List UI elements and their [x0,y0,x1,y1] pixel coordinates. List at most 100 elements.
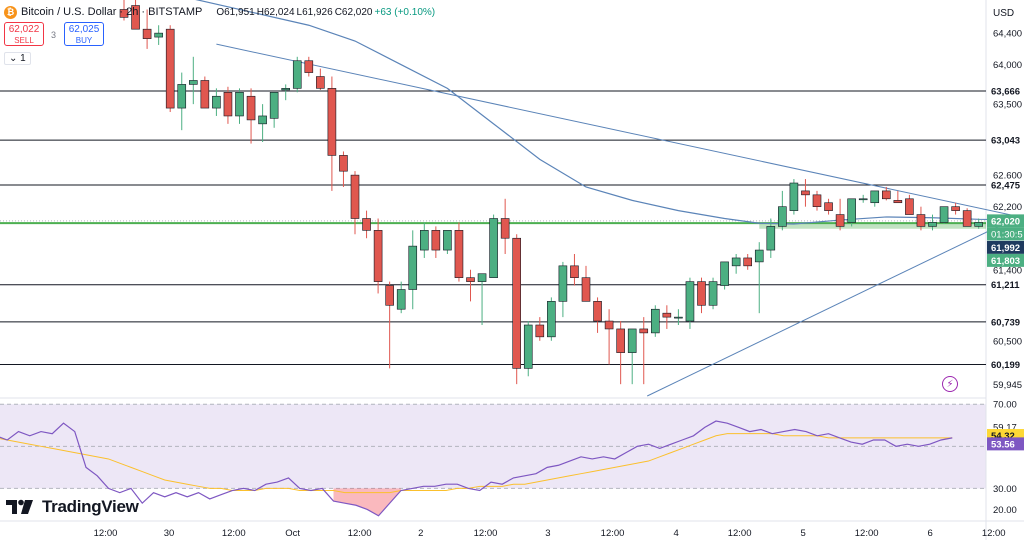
candle-body[interactable] [593,301,602,322]
candle-body[interactable] [373,230,383,282]
candle-body[interactable] [962,210,972,227]
bitcoin-icon: ₿ [4,5,17,19]
candle-body[interactable] [246,95,256,121]
candle-body[interactable] [292,60,302,89]
candle-body[interactable] [604,320,614,330]
candle-body[interactable] [142,28,152,39]
rsi-tick-label: 30.00 [993,484,1017,495]
tradingview-logo[interactable]: TradingView [6,497,139,517]
candle-body[interactable] [801,190,810,196]
candle-body[interactable] [847,198,856,223]
candle-body[interactable] [131,5,140,30]
candle-body[interactable] [350,174,360,219]
candle-body[interactable] [916,214,926,227]
candle-body[interactable] [258,115,267,125]
price-level-label-bg [987,133,1024,147]
candle-body[interactable] [119,9,129,18]
candle-body[interactable] [731,257,741,267]
candle-body[interactable] [269,91,279,119]
candle-body[interactable] [362,218,371,231]
candle-body[interactable] [939,206,949,223]
candle-body[interactable] [685,281,695,322]
candle-body[interactable] [812,194,822,207]
flash-icon[interactable]: ⚡ [942,376,958,392]
candle-body[interactable] [200,80,210,109]
candle-body[interactable] [674,316,683,319]
candle-body[interactable] [743,257,753,267]
candle-body[interactable] [304,60,314,73]
candle-body[interactable] [928,222,937,227]
candle-body[interactable] [858,198,868,201]
candle-body[interactable] [778,206,787,227]
candle-body[interactable] [974,222,984,227]
interval-value: 1 [20,53,26,64]
price-tick-label: 59,945 [993,380,1022,391]
candle-body[interactable] [165,28,175,109]
candle-body[interactable] [223,91,233,117]
candle-body[interactable] [581,277,591,302]
candle-body[interactable] [281,88,291,91]
candle-body[interactable] [535,324,545,338]
candle-body[interactable] [339,155,348,172]
candle-body[interactable] [316,76,325,89]
candle-body[interactable] [154,32,163,38]
candle-body[interactable] [905,198,914,215]
ohlc-close: C62,020 [334,6,373,18]
candle-body[interactable] [870,190,880,204]
candle-body[interactable] [235,91,244,117]
candle-body[interactable] [558,265,568,302]
candle-body[interactable] [489,218,498,278]
candle-body[interactable] [754,249,764,263]
candle-body[interactable] [466,277,475,282]
candle-body[interactable] [720,261,729,286]
candle-body[interactable] [327,88,337,156]
candle-body[interactable] [443,230,452,251]
candle-body[interactable] [477,273,487,282]
trendline[interactable] [646,216,1019,397]
candle-body[interactable] [639,328,649,334]
candle-body[interactable] [662,312,672,318]
candle-body[interactable] [697,281,706,306]
candle-body[interactable] [396,289,406,310]
candle-body[interactable] [650,308,660,334]
candle-body[interactable] [512,237,522,369]
candle-body[interactable] [408,245,418,290]
candle-body[interactable] [419,230,429,251]
candle-body[interactable] [570,265,579,278]
candle-body[interactable] [212,95,221,109]
interval-selector[interactable]: ⌄ 1 [4,52,31,65]
time-tick-label: 12:00 [728,528,752,539]
candle-body[interactable] [385,285,394,306]
current-price-label-bg [987,214,1024,228]
candle-body[interactable] [523,324,533,369]
candle-body[interactable] [881,190,891,200]
candle-body[interactable] [189,80,198,85]
candle-body[interactable] [177,84,187,109]
candle-body[interactable] [766,226,776,251]
price-axis-currency: USD [993,8,1014,19]
candle-body[interactable] [708,281,718,306]
support-label-bg [987,240,1024,254]
candle-body[interactable] [454,230,464,278]
price-level-label: 61,211 [991,280,1020,291]
time-tick-label: 12:00 [474,528,498,539]
candle-body[interactable] [627,328,637,353]
symbol-title[interactable]: Bitcoin / U.S. Dollar · 2h · BITSTAMP [21,6,203,18]
candle-body[interactable] [824,202,833,211]
candle-body[interactable] [547,301,556,338]
price-level-label-bg [987,358,1024,372]
candle-body[interactable] [951,206,960,211]
trendline[interactable] [216,43,1021,218]
time-tick-label: 12:00 [94,528,118,539]
chevron-down-icon: ⌄ [9,53,18,64]
candle-body[interactable] [893,200,903,204]
candle-body[interactable] [616,328,625,353]
sell-button[interactable]: 62,022 SELL [4,22,44,46]
candle-body[interactable] [431,230,441,251]
buy-button[interactable]: 62,025 BUY [64,22,104,46]
price-tick-label: 64,400 [993,29,1022,40]
candle-body[interactable] [835,214,845,227]
candle-body[interactable] [789,182,799,211]
candle-body[interactable] [500,218,510,239]
